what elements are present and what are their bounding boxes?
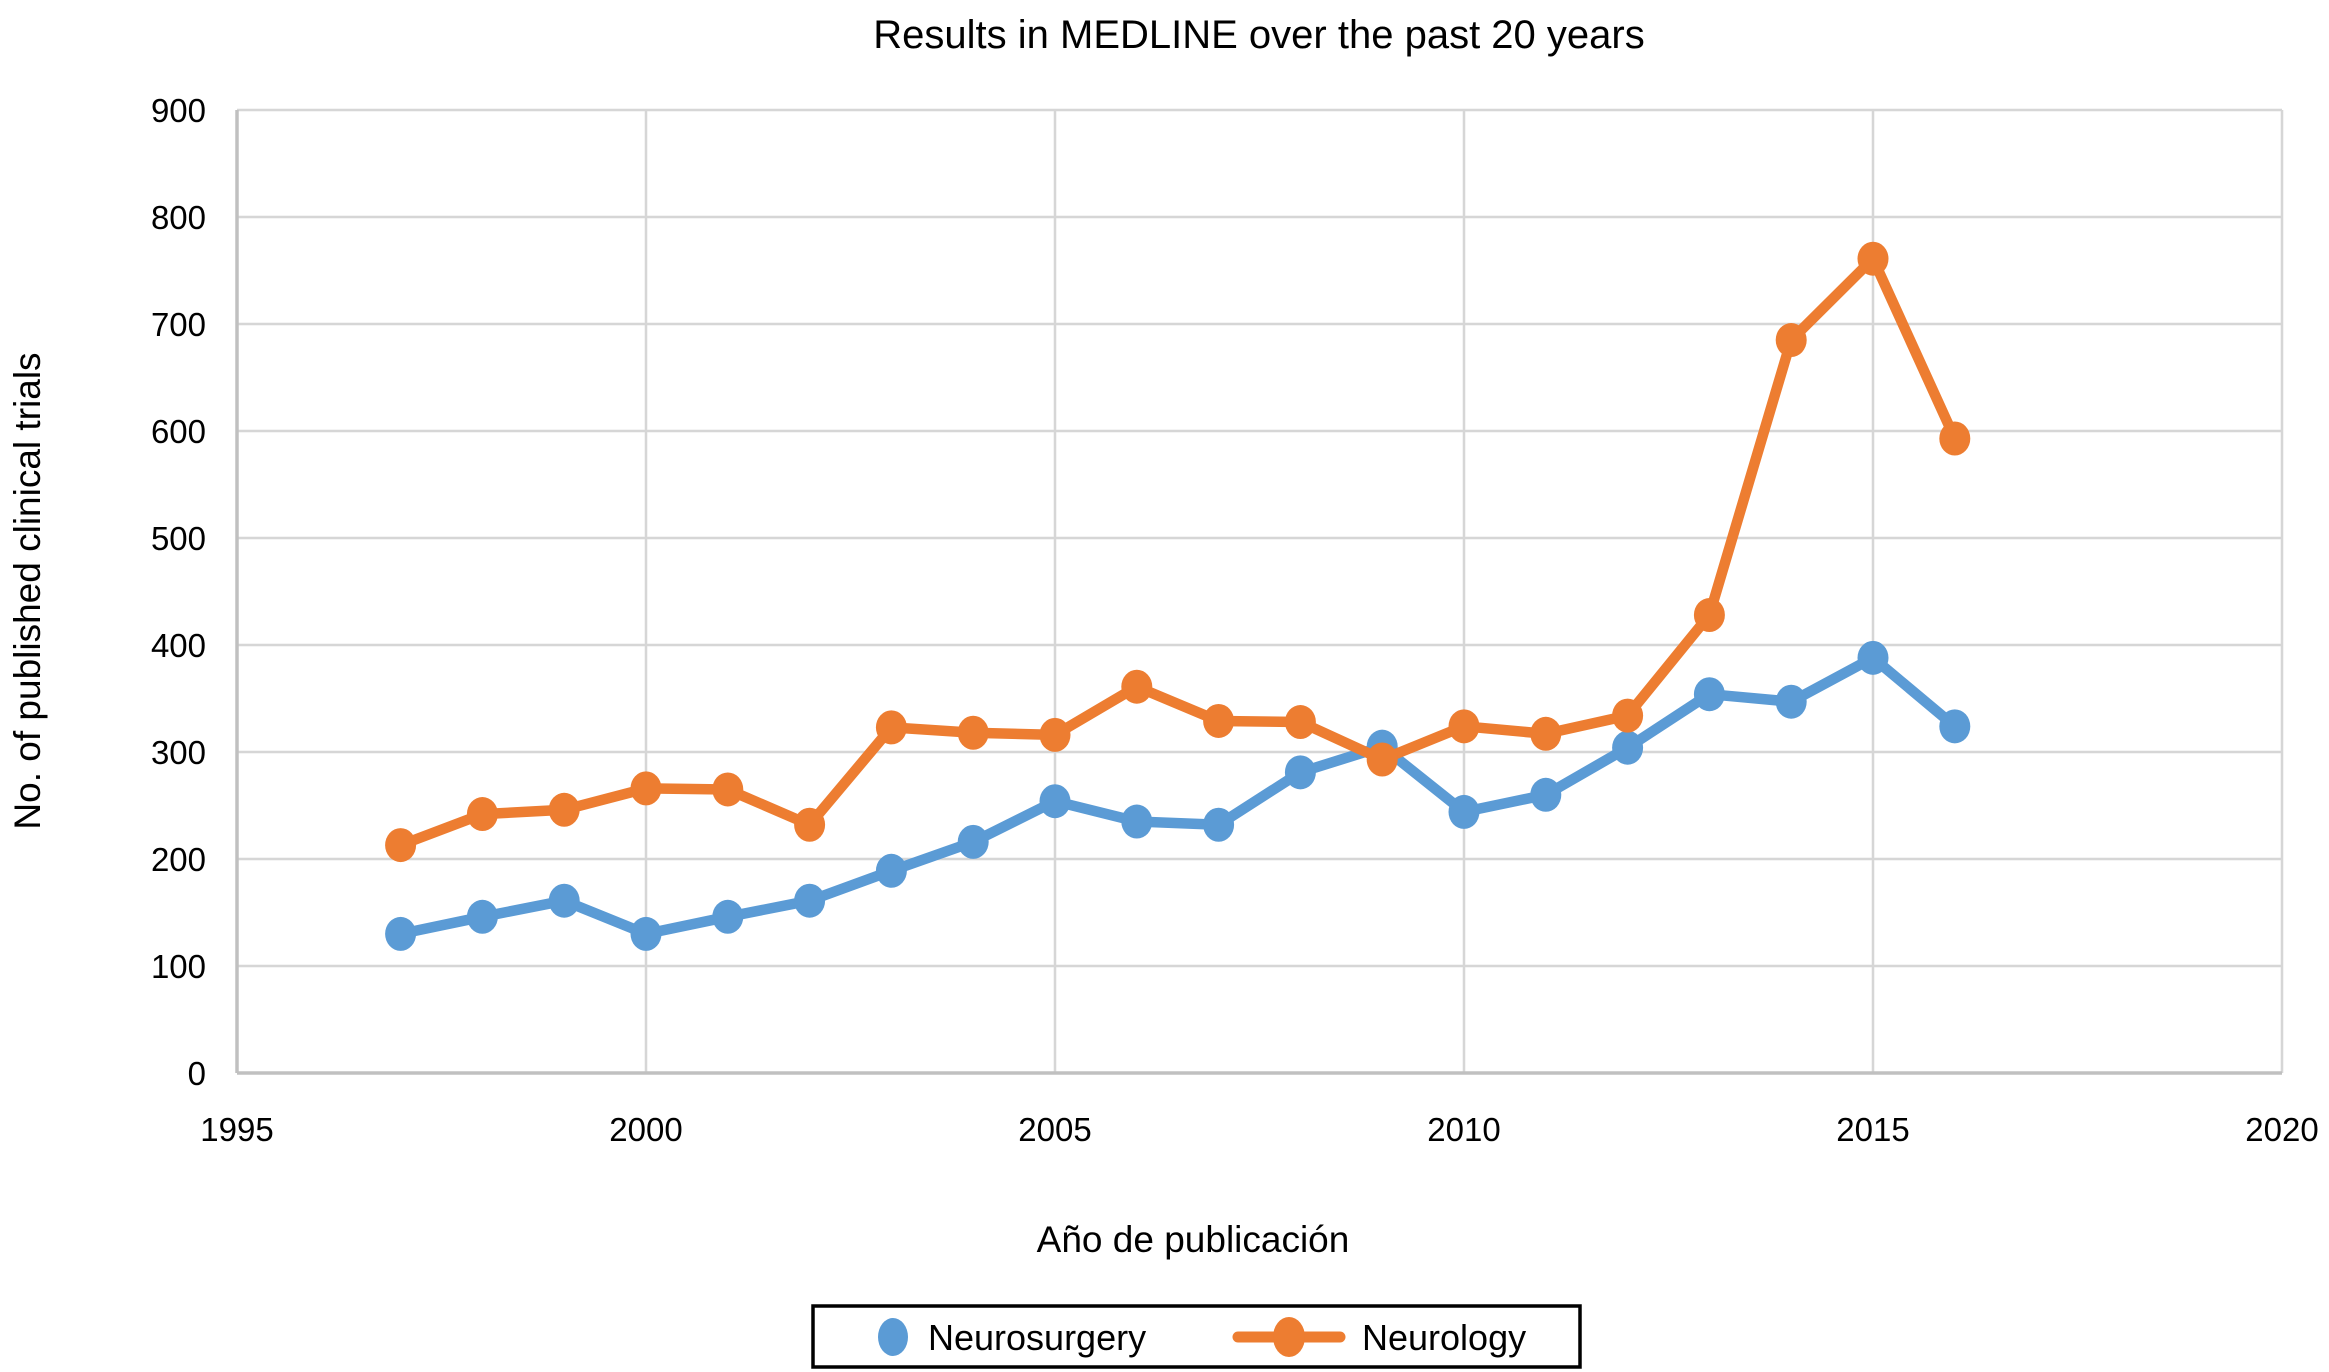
data-point-marker xyxy=(1121,669,1153,704)
x-axis-title: Año de publicación xyxy=(1037,1219,1350,1260)
y-tick-label: 100 xyxy=(151,948,206,985)
x-tick-label: 2010 xyxy=(1427,1111,1500,1148)
data-point-marker xyxy=(1284,755,1316,790)
data-point-marker xyxy=(1857,640,1889,675)
data-point-marker xyxy=(1039,784,1071,819)
data-point-marker xyxy=(548,792,580,827)
data-point-marker xyxy=(385,916,417,951)
legend-keys xyxy=(878,1317,1346,1357)
data-point-marker xyxy=(466,797,498,832)
y-tick-label: 0 xyxy=(188,1055,206,1092)
data-point-marker xyxy=(1203,703,1235,738)
data-point-marker xyxy=(1857,241,1889,276)
y-tick-label: 400 xyxy=(151,627,206,664)
legend: Neurosurgery Neurology xyxy=(811,1304,1582,1369)
y-tick-label: 800 xyxy=(151,199,206,236)
data-point-marker xyxy=(875,710,907,745)
data-point-marker xyxy=(1693,598,1725,633)
data-point-marker xyxy=(1530,777,1562,812)
axes xyxy=(235,110,2282,1075)
y-tick-label: 200 xyxy=(151,841,206,878)
y-tick-label: 900 xyxy=(151,92,206,129)
data-point-marker xyxy=(1612,698,1644,733)
series-neurology xyxy=(385,241,1971,863)
legend-label-neurosurgery: Neurosurgery xyxy=(928,1317,1146,1358)
legend-key-neurosurgery-marker xyxy=(878,1318,908,1356)
data-series xyxy=(385,241,1971,951)
data-point-marker xyxy=(1039,717,1071,752)
x-tick-label: 2005 xyxy=(1018,1111,1091,1148)
data-point-marker xyxy=(1612,730,1644,765)
legend-label-neurology: Neurology xyxy=(1362,1317,1526,1358)
data-point-marker xyxy=(630,771,662,806)
data-point-marker xyxy=(548,883,580,918)
y-tick-label: 600 xyxy=(151,413,206,450)
gridlines xyxy=(237,108,2284,1073)
data-point-marker xyxy=(1121,804,1153,839)
data-point-marker xyxy=(1448,709,1480,744)
data-point-marker xyxy=(1366,742,1398,777)
series-neurosurgery xyxy=(385,640,1971,951)
x-tick-labels: 1995 2000 2005 2010 2015 2020 xyxy=(200,1111,2318,1148)
data-point-marker xyxy=(712,772,744,807)
y-tick-label: 500 xyxy=(151,520,206,557)
data-point-marker xyxy=(1939,421,1971,456)
data-point-marker xyxy=(385,828,417,863)
y-tick-label: 300 xyxy=(151,734,206,771)
data-point-marker xyxy=(875,853,907,888)
data-point-marker xyxy=(1775,323,1807,358)
data-point-marker xyxy=(466,899,498,934)
data-point-marker xyxy=(630,916,662,951)
data-point-marker xyxy=(957,715,989,750)
data-point-marker xyxy=(1448,794,1480,829)
y-tick-label: 700 xyxy=(151,306,206,343)
data-point-marker xyxy=(794,883,826,918)
chart-title: Results in MEDLINE over the past 20 year… xyxy=(873,13,1644,57)
data-point-marker xyxy=(1284,705,1316,740)
x-tick-label: 2000 xyxy=(609,1111,682,1148)
legend-key-neurology-marker xyxy=(1273,1317,1305,1357)
y-tick-labels: 0 100 200 300 400 500 600 700 800 900 xyxy=(151,92,206,1092)
series-line xyxy=(395,253,1961,851)
x-tick-label: 2015 xyxy=(1836,1111,1909,1148)
y-axis-title: No. of published clinical trials xyxy=(7,352,48,829)
legend-box xyxy=(811,1304,1582,1369)
data-point-marker xyxy=(794,807,826,842)
data-point-marker xyxy=(957,824,989,859)
x-tick-label: 2020 xyxy=(2245,1111,2318,1148)
data-point-marker xyxy=(1530,716,1562,751)
x-tick-label: 1995 xyxy=(200,1111,273,1148)
data-point-marker xyxy=(1203,807,1235,842)
data-point-marker xyxy=(712,899,744,934)
data-point-marker xyxy=(1939,709,1971,744)
data-point-marker xyxy=(1775,684,1807,719)
data-point-marker xyxy=(1693,677,1725,712)
